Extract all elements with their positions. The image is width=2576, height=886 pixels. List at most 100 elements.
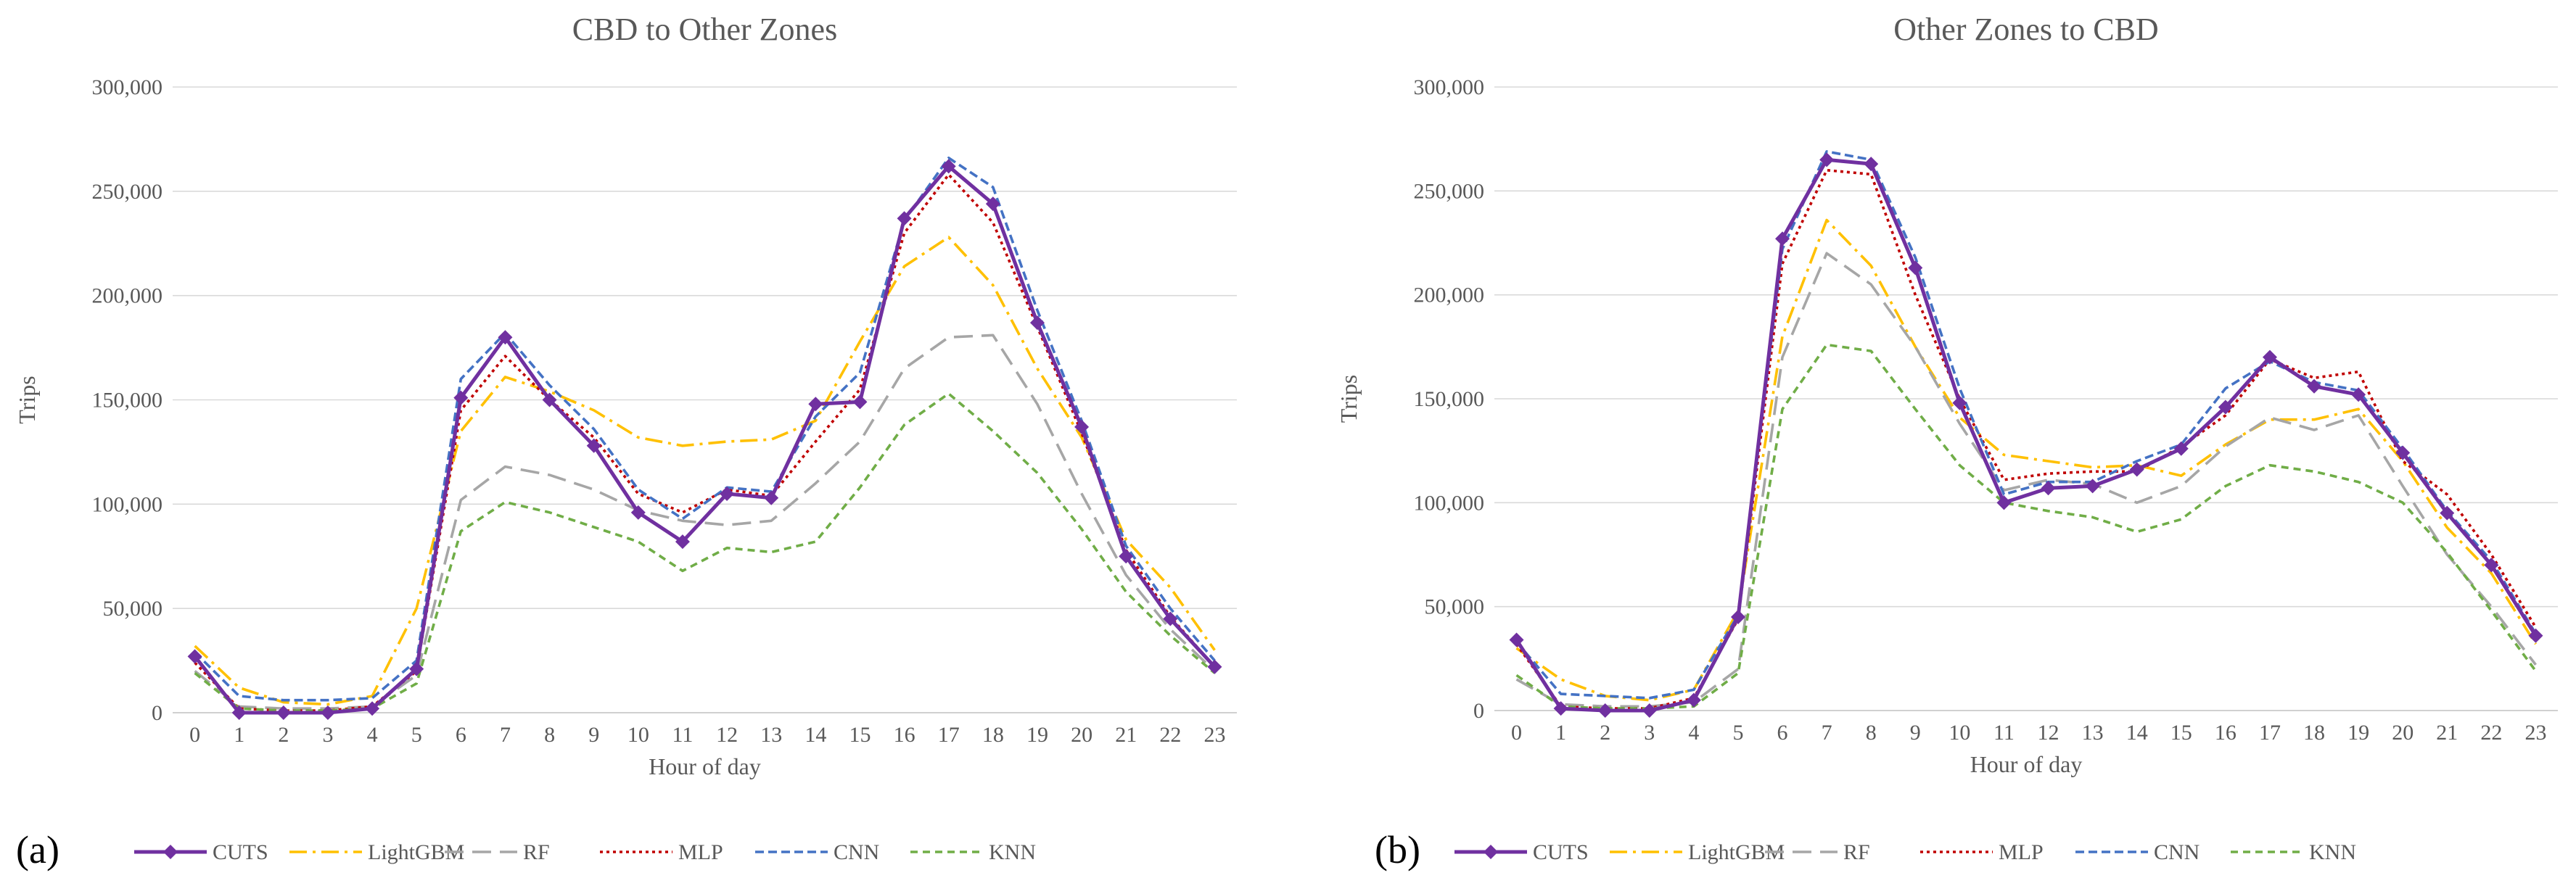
y-tick-label: 50,000 (103, 597, 163, 621)
x-tick-label: 12 (2038, 721, 2059, 745)
legend-label-knn: KNN (2309, 840, 2356, 864)
data-point-cuts (586, 438, 601, 453)
x-tick-label: 3 (1644, 721, 1655, 745)
x-tick-label: 0 (189, 723, 200, 747)
series-line-cuts (193, 164, 1217, 715)
series-line-mlp (194, 173, 1216, 712)
series-line-knn (1515, 343, 2537, 710)
x-tick-label: 17 (2259, 721, 2281, 745)
x-tick-label: 19 (2347, 721, 2369, 745)
x-tick-label: 7 (1822, 721, 1832, 745)
x-tick-label: 15 (2170, 721, 2192, 745)
chart-title: Other Zones to CBD (1893, 12, 2158, 47)
x-tick-label: 18 (2303, 721, 2325, 745)
y-tick-label: 250,000 (92, 180, 163, 204)
data-point-cuts (1730, 610, 1745, 624)
y-tick-label: 150,000 (1414, 387, 1485, 411)
chart-title: CBD to Other Zones (572, 12, 837, 47)
data-point-cuts (720, 486, 735, 501)
x-tick-label: 9 (588, 723, 599, 747)
x-tick-label: 13 (2082, 721, 2104, 745)
data-point-cuts (1908, 260, 1923, 276)
data-point-cuts (1074, 419, 1090, 434)
x-tick-label: 23 (1203, 723, 1225, 747)
x-tick-label: 8 (544, 723, 555, 747)
x-tick-label: 13 (760, 723, 782, 747)
y-axis-title: Trips (14, 376, 40, 423)
data-point-cuts (365, 701, 380, 716)
data-point-cuts (2041, 481, 2056, 496)
x-tick-label: 2 (278, 723, 289, 747)
data-point-cuts (2395, 445, 2411, 460)
data-point-cuts (2528, 628, 2543, 643)
x-tick-label: 15 (849, 723, 871, 747)
data-point-cuts (276, 705, 291, 720)
data-point-cuts (2262, 349, 2277, 365)
data-point-cuts (2440, 505, 2455, 521)
legend-label-knn: KNN (989, 840, 1036, 864)
x-tick-label: 20 (1071, 723, 1092, 747)
data-point-cuts (852, 394, 868, 410)
x-tick-label: 1 (234, 723, 244, 747)
data-point-cuts (2484, 558, 2499, 573)
y-tick-label: 150,000 (92, 389, 163, 413)
legend-label-mlp: MLP (1999, 840, 2044, 864)
panel-label: (a) (16, 828, 59, 871)
x-tick-label: 16 (894, 723, 915, 747)
series-line-rf (1515, 252, 2537, 708)
x-tick-label: 4 (367, 723, 378, 747)
y-tick-label: 300,000 (92, 75, 163, 99)
legend-marker (1484, 845, 1498, 859)
series-line-rf (194, 334, 1216, 711)
data-point-cuts (2129, 462, 2144, 477)
x-tick-label: 18 (982, 723, 1004, 747)
data-point-cuts (1163, 611, 1178, 626)
x-tick-label: 0 (1511, 721, 1522, 745)
x-tick-label: 11 (672, 723, 693, 747)
data-point-cuts (2173, 441, 2189, 456)
data-point-cuts (2085, 479, 2100, 494)
x-tick-label: 19 (1026, 723, 1048, 747)
legend-label-rf: RF (1843, 840, 1870, 864)
data-point-cuts (1864, 157, 1879, 172)
data-point-cuts (409, 661, 424, 676)
x-tick-label: 11 (1993, 721, 2015, 745)
data-point-cuts (1819, 152, 1835, 167)
data-point-cuts (2307, 378, 2322, 394)
data-point-cuts (1509, 632, 1524, 647)
data-point-cuts (231, 705, 247, 720)
data-point-cuts (675, 534, 690, 550)
x-tick-label: 7 (500, 723, 511, 747)
x-tick-label: 21 (1115, 723, 1137, 747)
x-tick-label: 6 (1777, 721, 1788, 745)
x-axis-title: Hour of day (1970, 751, 2083, 777)
x-tick-label: 20 (2392, 721, 2414, 745)
data-point-cuts (542, 392, 557, 407)
y-tick-label: 300,000 (1414, 75, 1485, 99)
series-line-cnn (1515, 150, 2538, 700)
x-tick-label: 4 (1688, 721, 1699, 745)
x-tick-label: 16 (2215, 721, 2236, 745)
x-axis-title: Hour of day (649, 753, 761, 779)
x-tick-label: 10 (627, 723, 649, 747)
data-point-cuts (764, 490, 779, 505)
data-point-cuts (1597, 703, 1613, 718)
data-point-cuts (1686, 692, 1701, 708)
data-point-cuts (1775, 231, 1790, 247)
legend-label-cnn: CNN (834, 840, 879, 864)
x-tick-label: 21 (2436, 721, 2458, 745)
series-line-lightgbm (194, 236, 1216, 706)
data-point-cuts (453, 390, 469, 405)
series-line-cnn (194, 157, 1216, 702)
x-tick-label: 14 (805, 723, 826, 747)
data-point-cuts (897, 211, 912, 226)
legend-label-cuts: CUTS (213, 840, 268, 864)
x-tick-label: 1 (1555, 721, 1566, 745)
y-tick-label: 100,000 (92, 492, 163, 516)
data-point-cuts (1952, 395, 1967, 410)
x-tick-label: 22 (1159, 723, 1181, 747)
data-point-cuts (1642, 703, 1657, 718)
data-point-cuts (2351, 387, 2366, 402)
data-point-cuts (320, 705, 335, 720)
